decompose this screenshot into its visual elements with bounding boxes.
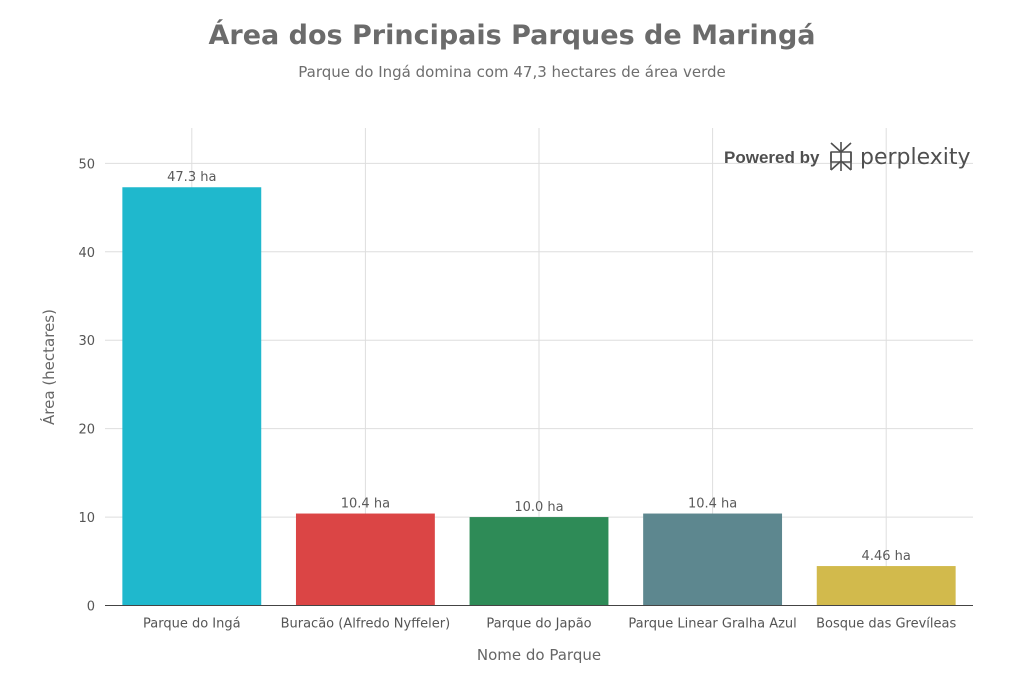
data-label: 10.0 ha — [514, 500, 563, 515]
data-labels: 47.3 ha 10.4 ha 10.0 ha 10.4 ha 4.46 ha — [167, 170, 911, 564]
data-label: 4.46 ha — [862, 549, 911, 564]
x-tick-label: Bosque das Grevíleas — [816, 617, 956, 632]
bar-1 — [122, 187, 262, 606]
bar-4 — [643, 513, 783, 606]
x-tick-label: Parque do Ingá — [143, 617, 241, 632]
y-tick-label: 0 — [87, 600, 95, 615]
y-axis-title: Área (hectares) — [39, 309, 58, 425]
data-label: 47.3 ha — [167, 170, 216, 185]
x-axis-title: Nome do Parque — [477, 646, 601, 664]
chart-title: Área dos Principais Parques de Maringá — [208, 20, 816, 51]
perplexity-logo-icon — [830, 142, 852, 171]
y-tick-label: 10 — [78, 511, 95, 526]
powered-by-perplexity: Powered by perplexity — [724, 142, 971, 171]
bars — [122, 187, 956, 606]
y-tick-label: 50 — [78, 157, 95, 172]
y-tick-label: 20 — [78, 423, 95, 438]
y-tick-label: 30 — [78, 334, 95, 349]
y-tick-labels: 0 10 20 30 40 50 — [78, 157, 95, 614]
data-label: 10.4 ha — [688, 497, 737, 512]
x-tick-label: Parque Linear Gralha Azul — [628, 617, 796, 632]
x-tick-label: Buracão (Alfredo Nyffeler) — [281, 617, 451, 632]
bar-2 — [295, 513, 435, 606]
bar-3 — [469, 517, 609, 606]
data-label: 10.4 ha — [341, 497, 390, 512]
y-tick-label: 40 — [78, 246, 95, 261]
powered-by-text: Powered by — [724, 148, 820, 167]
x-tick-label: Parque do Japão — [486, 617, 591, 632]
bar-5 — [816, 566, 956, 606]
perplexity-wordmark: perplexity — [860, 145, 971, 170]
x-tick-labels: Parque do Ingá Buracão (Alfredo Nyffeler)… — [143, 617, 957, 632]
chart-subtitle: Parque do Ingá domina com 47,3 hectares … — [298, 63, 726, 81]
